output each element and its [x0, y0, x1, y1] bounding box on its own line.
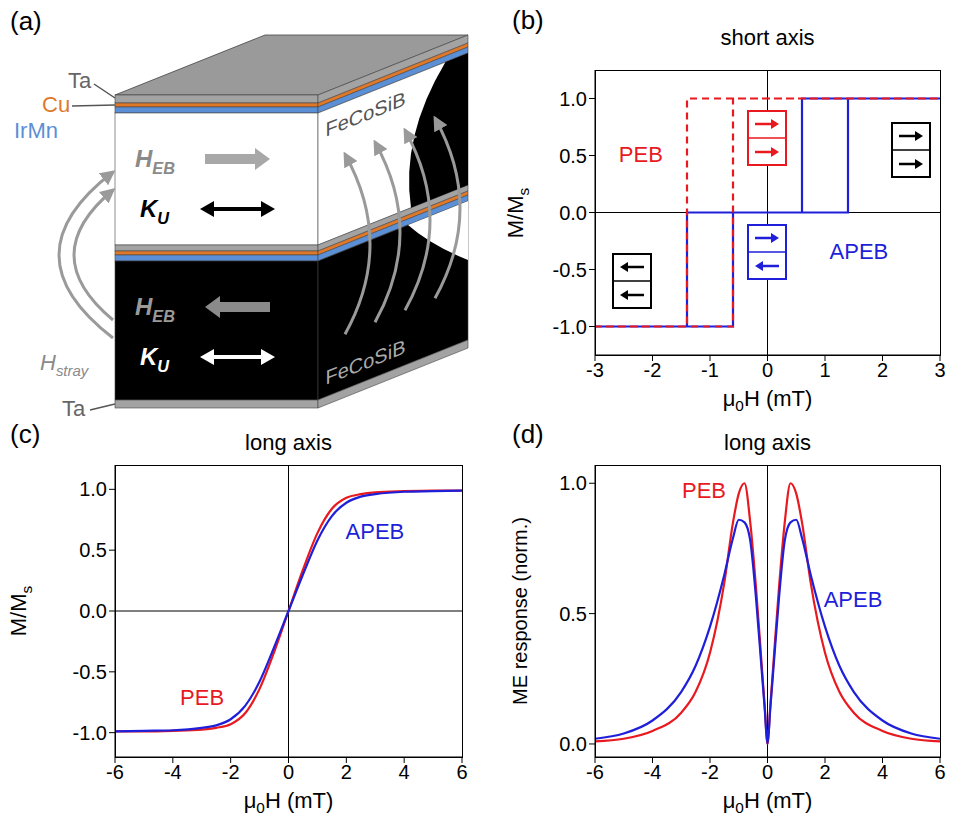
svg-text:-6: -6	[586, 761, 604, 783]
html-text:long axis: long axis	[724, 430, 811, 455]
svg-text:0: 0	[762, 761, 773, 783]
svg-text:-0.5: -0.5	[73, 661, 107, 683]
html-text:PEB: PEB	[180, 685, 225, 710]
svg-text:Ta: Ta	[62, 396, 86, 420]
html-text:μ0H (mT): μ0H (mT)	[722, 386, 813, 415]
svg-text:2: 2	[819, 761, 830, 783]
svg-text:-4: -4	[164, 761, 182, 783]
svg-text:0.0: 0.0	[559, 733, 587, 755]
html-text:APEB: APEB	[829, 239, 889, 265]
svg-text:0: 0	[762, 359, 773, 381]
svg-text:1.0: 1.0	[559, 88, 587, 110]
svg-text:4: 4	[877, 761, 888, 783]
svg-text:KU: KU	[140, 195, 170, 227]
svg-text:-1.0: -1.0	[553, 316, 587, 338]
svg-text:HEB: HEB	[135, 293, 175, 325]
svg-text:1.0: 1.0	[559, 472, 587, 494]
html-text:μ0H (mT): μ0H (mT)	[243, 788, 334, 817]
svg-text:FeCoSiB: FeCoSiB	[326, 335, 406, 389]
svg-text:Cu: Cu	[42, 92, 70, 117]
html-text:M/M: M/M	[503, 195, 529, 238]
svg-text:3: 3	[934, 359, 945, 381]
svg-text:HEB: HEB	[135, 145, 175, 177]
svg-text:4: 4	[399, 761, 410, 783]
svg-text:0.5: 0.5	[559, 603, 587, 625]
svg-text:-2: -2	[222, 761, 240, 783]
html-text:PEB: PEB	[682, 478, 726, 503]
svg-text:KU: KU	[140, 343, 170, 375]
svg-text:-2: -2	[701, 761, 719, 783]
svg-text:2: 2	[341, 761, 352, 783]
svg-text:6: 6	[456, 761, 467, 783]
svg-text:Ta: Ta	[68, 68, 92, 93]
svg-text:IrMn: IrMn	[14, 118, 58, 143]
svg-text:-3: -3	[586, 359, 604, 381]
html-text:long axis: long axis	[245, 430, 332, 455]
svg-text:-6: -6	[106, 761, 124, 783]
html-text:(d): (d)	[512, 419, 544, 449]
html-text:s: s	[514, 187, 532, 195]
html-text:APEB: APEB	[823, 586, 883, 612]
svg-text:6: 6	[934, 761, 945, 783]
svg-text:1: 1	[819, 359, 830, 381]
html-text:APEB: APEB	[345, 518, 405, 544]
svg-text:-1: -1	[701, 359, 719, 381]
svg-text:(a): (a)	[10, 6, 42, 36]
html-text:PEB: PEB	[618, 141, 663, 167]
svg-text:0.5: 0.5	[79, 539, 107, 561]
svg-text:Hstray: Hstray	[40, 350, 90, 379]
html-text:M/M: M/M	[6, 593, 32, 637]
svg-text:-1.0: -1.0	[73, 722, 107, 744]
html-text:μ0H (mT): μ0H (mT)	[722, 788, 813, 817]
svg-text:0.0: 0.0	[559, 202, 587, 224]
svg-text:-4: -4	[644, 761, 662, 783]
html-text:ME response (norm.): ME response (norm.)	[509, 517, 531, 705]
html-text:(c): (c)	[10, 419, 41, 449]
svg-text:2: 2	[877, 359, 888, 381]
svg-text:0: 0	[283, 761, 294, 783]
svg-text:-0.5: -0.5	[553, 259, 587, 281]
html-text:(b): (b)	[512, 5, 544, 35]
html-text:s: s	[17, 585, 35, 594]
svg-text:FeCoSiB: FeCoSiB	[326, 87, 406, 141]
svg-text:0.0: 0.0	[79, 600, 107, 622]
html-text:short axis: short axis	[720, 25, 815, 50]
svg-text:0.5: 0.5	[559, 145, 587, 167]
svg-text:1.0: 1.0	[79, 478, 107, 500]
svg-text:-2: -2	[644, 359, 662, 381]
